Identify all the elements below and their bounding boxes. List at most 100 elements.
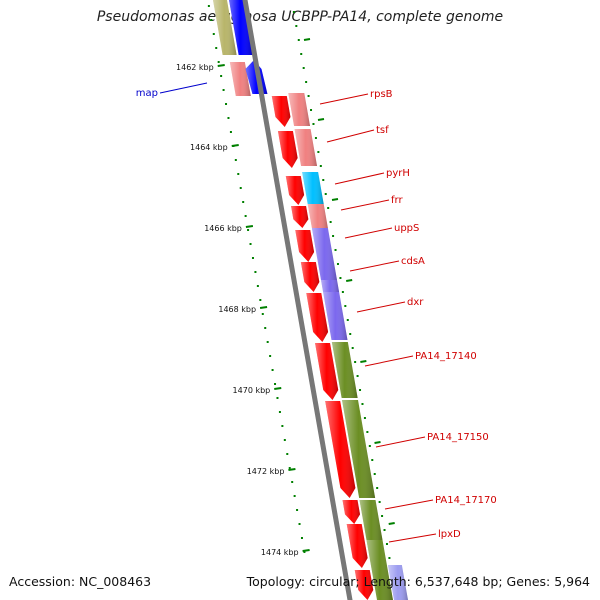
ruler-tick-inner bbox=[360, 360, 367, 363]
ruler-tick bbox=[274, 387, 282, 390]
ruler-dot bbox=[349, 333, 352, 335]
ruler-tick-label: 1474 kbp bbox=[261, 548, 299, 557]
ruler-dot bbox=[234, 159, 237, 161]
ruler-dot bbox=[319, 165, 322, 167]
ruler-dot bbox=[361, 403, 364, 405]
gene-label-uppS: uppS bbox=[394, 223, 419, 234]
ruler-dot bbox=[225, 103, 228, 105]
ruler-dot bbox=[292, 11, 295, 13]
map-title: Pseudomonas aeruginosa UCBPP-PA14, compl… bbox=[96, 9, 504, 25]
ruler-dot bbox=[373, 473, 376, 475]
ruler-dot bbox=[300, 53, 303, 55]
ruler-dot bbox=[332, 235, 335, 237]
ruler-dot bbox=[346, 319, 349, 321]
ruler-dot bbox=[207, 5, 210, 7]
gene-leader-line bbox=[344, 227, 393, 239]
ruler-dot bbox=[383, 529, 386, 531]
forward-cds-arrow-shade bbox=[346, 524, 368, 568]
forward-cds-arrow-shade bbox=[325, 401, 356, 498]
accession-text: Accession: NC_008463 bbox=[9, 574, 152, 589]
ruler-ticks: 1462 kbp 1464 kbp 1466 kbp 1468 kbp 1470 kbp… bbox=[176, 38, 395, 557]
ruler-tick-inner bbox=[331, 198, 339, 201]
cog-block-pyrH-shade bbox=[302, 172, 324, 204]
ruler-tick-label: 1464 kbp bbox=[190, 143, 228, 152]
ruler-dot bbox=[293, 495, 296, 497]
ruler-dot bbox=[317, 151, 320, 153]
reverse-gene-block-shade bbox=[213, 0, 237, 55]
ruler-dot bbox=[324, 193, 327, 195]
ruler-tick-inner bbox=[317, 118, 325, 121]
ruler-dot bbox=[295, 25, 298, 27]
ruler-dot bbox=[249, 243, 252, 245]
ruler-dot bbox=[278, 411, 281, 413]
ruler-dot bbox=[266, 341, 269, 343]
ruler-dot bbox=[307, 95, 310, 97]
ruler-dot bbox=[312, 123, 315, 125]
ruler-tick-inner bbox=[388, 522, 395, 525]
ruler-dot bbox=[247, 229, 250, 231]
cog-block-frr-shade bbox=[307, 204, 328, 228]
reverse-gene-map-cog-shade bbox=[229, 62, 251, 96]
ruler-dot bbox=[259, 299, 262, 301]
ruler-dot bbox=[288, 467, 291, 469]
cog-block-PA14_17140-shade bbox=[331, 342, 358, 398]
gene-label-lpxD: lpxD bbox=[438, 529, 461, 540]
ruler-dot bbox=[336, 263, 339, 265]
cog-track bbox=[288, 93, 408, 600]
gene-label-frr: frr bbox=[391, 195, 403, 206]
cog-block-rpsB-shade bbox=[288, 93, 311, 126]
ruler-tick-label: 1472 kbp bbox=[247, 467, 285, 476]
ruler-dot bbox=[354, 361, 357, 363]
ruler-dot bbox=[296, 509, 299, 511]
ruler-dot bbox=[251, 257, 254, 259]
ruler-dot bbox=[227, 117, 230, 119]
gene-labels: rpsB tsf pyrH frr uppS cdsA dxr PA14_17140 PA14_… bbox=[136, 88, 497, 540]
ruler-dot bbox=[356, 375, 359, 377]
forward-cds-arrow-shade bbox=[291, 206, 309, 228]
ruler-dot bbox=[322, 179, 325, 181]
ruler-dot bbox=[229, 131, 232, 133]
gene-leader-line bbox=[326, 129, 375, 143]
ruler-dot bbox=[256, 285, 259, 287]
ruler-dot bbox=[286, 453, 289, 455]
ruler-dot bbox=[376, 487, 379, 489]
ruler-tick-inner bbox=[303, 38, 311, 41]
forward-cds-arrow-shade bbox=[306, 293, 329, 342]
ruler-tick-label: 1470 kbp bbox=[233, 386, 271, 395]
gene-leader-line bbox=[364, 355, 414, 367]
ruler-tick bbox=[245, 225, 254, 228]
genome-backbone bbox=[242, 0, 353, 600]
ruler-dot bbox=[388, 557, 391, 559]
ruler-tick-inner bbox=[374, 441, 381, 444]
cog-block-uppS-shade bbox=[311, 228, 337, 280]
forward-cds-arrow-shade bbox=[277, 131, 298, 168]
ruler-dot bbox=[300, 537, 303, 539]
ruler-dot bbox=[368, 445, 371, 447]
ruler-dot bbox=[305, 81, 308, 83]
ruler-dot bbox=[271, 369, 274, 371]
ruler-dot bbox=[237, 173, 240, 175]
ruler-dot bbox=[242, 201, 245, 203]
ruler-tick bbox=[288, 468, 296, 471]
cog-block-cdsA-shade bbox=[321, 280, 340, 292]
gene-label-tsf: tsf bbox=[376, 125, 389, 136]
ruler-dot bbox=[217, 61, 220, 63]
ruler-dot bbox=[366, 431, 369, 433]
ruler-dot bbox=[210, 19, 213, 21]
ruler-dot bbox=[329, 221, 332, 223]
ruler-dot bbox=[381, 515, 384, 517]
ruler-tick bbox=[217, 64, 225, 67]
ruler-dot bbox=[344, 305, 347, 307]
ruler-tick-inner bbox=[346, 279, 353, 282]
ruler-dot bbox=[239, 187, 242, 189]
gene-leader-line bbox=[375, 436, 426, 448]
reverse-gene-block-shade bbox=[229, 0, 253, 55]
ruler-tick bbox=[231, 144, 239, 147]
gene-label-PA14_17140: PA14_17140 bbox=[415, 351, 477, 362]
ruler-dot bbox=[283, 439, 286, 441]
gene-leader-line bbox=[384, 499, 434, 510]
ruler-dots bbox=[207, 5, 391, 559]
ruler-dot bbox=[269, 355, 272, 357]
ruler-dot bbox=[291, 481, 294, 483]
